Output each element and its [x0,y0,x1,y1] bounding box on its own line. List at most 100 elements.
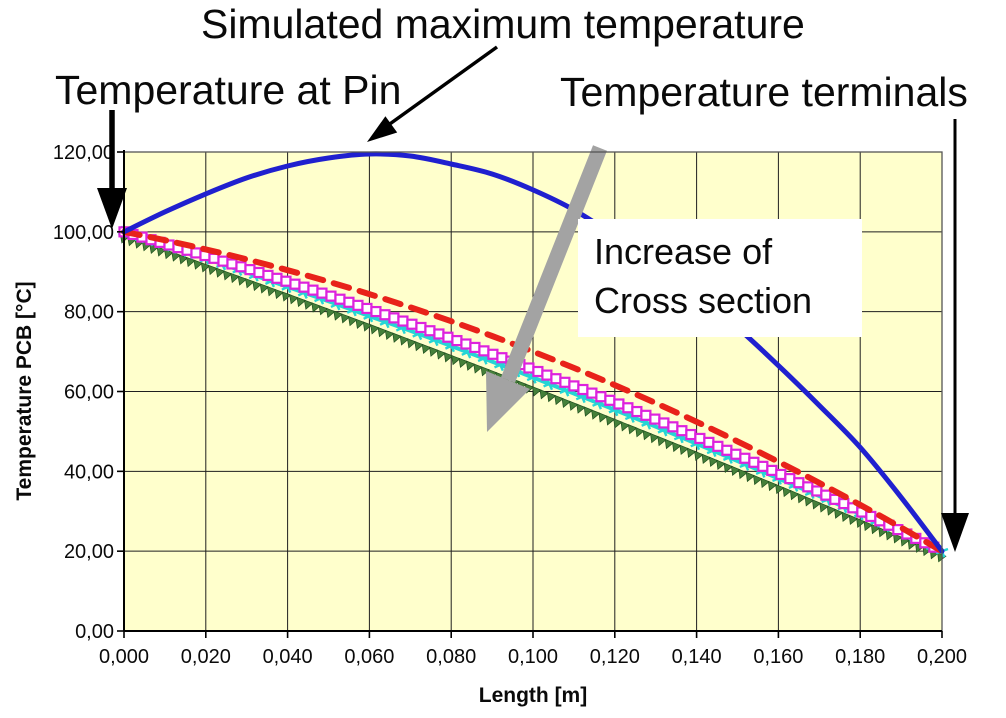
simulated-max-arrow-icon [367,45,499,142]
marker-triangle [186,256,196,268]
x-tick-label: 0,200 [917,646,967,668]
marker-triangle [303,299,314,310]
marker-triangle [797,493,807,504]
marker-square [793,477,805,489]
marker-triangle [230,272,240,284]
marker-triangle [554,394,564,406]
marker-triangle [245,278,255,289]
marker-triangle [812,499,822,510]
marker-triangle [480,366,491,377]
marker-triangle [569,400,579,411]
marker-square [469,341,481,354]
marker-triangle [384,329,395,341]
marker-triangle [657,435,667,447]
marker-square [685,428,697,441]
data-series [117,151,949,563]
marker-square [865,510,877,523]
marker-triangle [193,259,204,270]
marker-triangle [289,294,299,305]
marker-triangle [532,386,542,397]
marker-triangle [458,357,469,369]
marker-triangle [340,313,351,324]
terminals-arrow-icon [941,119,969,552]
marker-square [397,315,409,327]
marker-square [451,334,463,347]
marker-triangle [237,275,248,286]
x-tick-label: 0,080 [426,646,476,668]
marker-triangle [672,441,682,453]
marker-square [766,464,778,476]
marker-triangle [348,315,358,327]
x-axis-title: Length [m] [479,684,587,707]
series-pcb-dashed-reference [121,228,945,555]
x-tick-label: 0,060 [344,646,394,668]
marker-square [343,296,355,308]
x-tick-label: 0,160 [753,646,803,668]
marker-square [307,284,319,296]
marker-square [622,402,634,414]
marker-square [730,448,742,460]
marker-triangle [598,412,608,423]
marker-triangle [635,427,645,438]
marker-triangle [429,346,439,357]
x-tick-label: 0,000 [99,646,149,668]
marker-square [253,266,265,279]
marker-triangle [222,270,233,281]
y-tick-label: 120,00 [53,142,114,164]
marker-triangle [325,307,336,319]
marker-triangle [613,418,623,429]
marker-triangle [583,406,594,417]
y-tick-label: 20,00 [64,541,114,563]
temperature-terminals-label: Temperature terminals [560,69,968,115]
marker-triangle [252,280,262,292]
marker-triangle [848,514,859,525]
marker-square [694,432,706,445]
marker-triangle [767,480,778,492]
marker-triangle [620,421,631,432]
marker-square [757,460,769,472]
increase-label-line1: Increase of [594,231,773,272]
marker-square [802,481,814,493]
marker-square [676,425,688,437]
marker-square [226,258,238,270]
marker-triangle [686,447,697,458]
marker-triangle [362,321,373,332]
marker-triangle [679,444,689,455]
marker-triangle [443,352,454,363]
x-tick-label: 0,100 [508,646,558,668]
marker-triangle [745,471,756,483]
increase-label-box [578,219,862,337]
marker-triangle [664,438,675,450]
marker-square [496,352,508,364]
marker-triangle [760,477,770,489]
marker-triangle [421,343,432,355]
marker-triangle [723,462,734,473]
marker-triangle [296,296,307,308]
marker-square [748,456,760,468]
marker-square [838,497,850,510]
marker-triangle [267,286,277,297]
marker-triangle [473,363,483,374]
marker-triangle [605,415,616,426]
marker-triangle [789,489,800,501]
marker-triangle [819,502,829,513]
x-tick-labels: 0,000 0,020 0,040 0,060 0,080 0,100 0,120 0,140… [99,646,967,668]
marker-triangle [546,391,557,403]
marker-triangle [834,508,844,519]
series-line [121,151,945,554]
y-tick-labels: 0,00 20,00 40,00 60,00 80,00 100,00 120,00 [53,142,114,643]
marker-square [478,345,490,357]
marker-triangle [465,360,476,371]
marker-square [784,472,796,485]
marker-square [280,275,292,287]
marker-square [235,261,247,273]
marker-square [424,325,436,337]
marker-square [577,383,589,396]
marker-square [208,252,220,264]
x-tick-label: 0,140 [672,646,722,668]
x-tick-label: 0,180 [835,646,885,668]
marker-triangle [738,468,748,480]
axis-ticks [117,151,943,638]
marker-square [190,247,202,259]
marker-square [550,373,562,385]
